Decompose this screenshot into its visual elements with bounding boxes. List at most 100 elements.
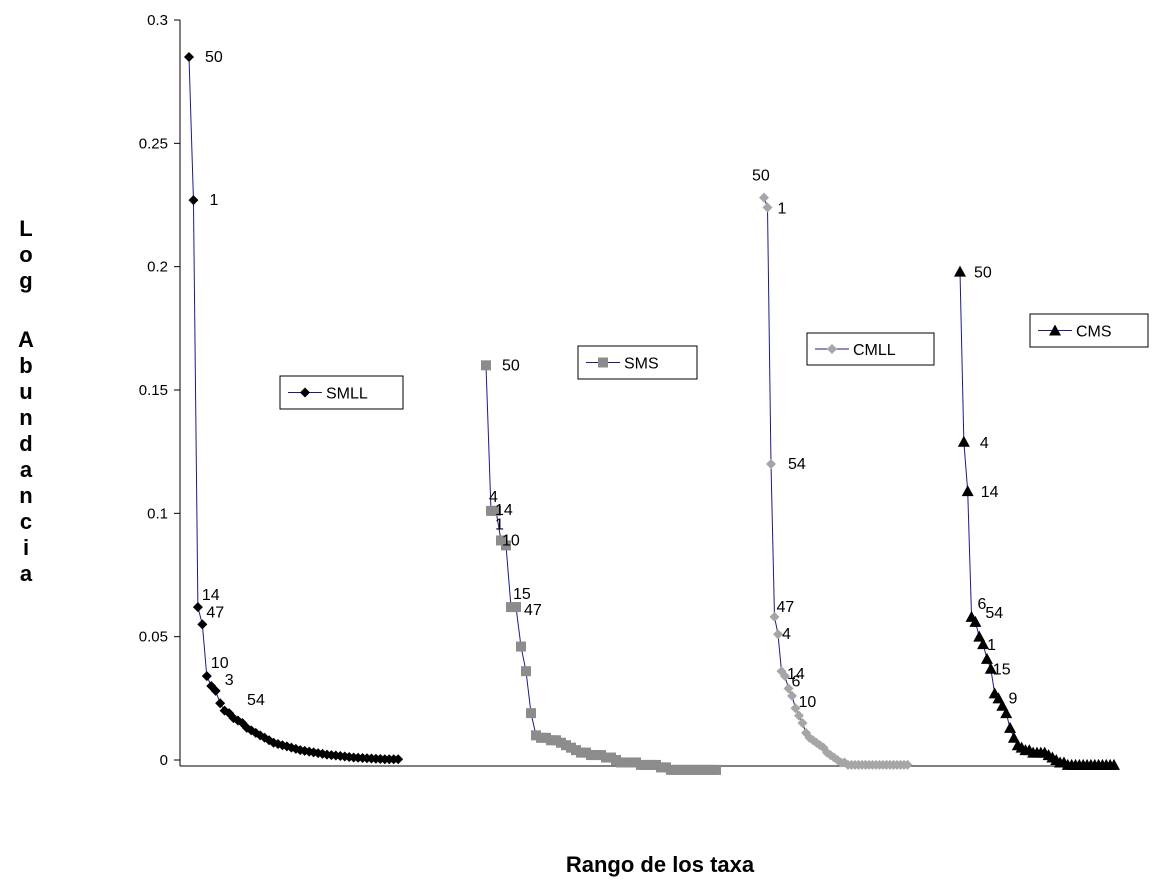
data-point [526,708,536,719]
point-label: 6 [978,596,987,613]
y-axis-title-letter: b [19,353,32,378]
legend-label: SMS [624,356,659,373]
data-point [769,611,780,622]
data-point [766,459,776,469]
point-label: 6 [792,673,801,690]
legend-label: CMS [1076,324,1112,341]
point-label: 14 [787,666,805,683]
legend-cmll: CMLL [806,332,935,366]
point-label: 47 [777,599,795,616]
data-point [516,641,526,652]
point-label: 10 [211,655,229,672]
point-label: 50 [752,168,770,185]
data-point [797,718,808,728]
data-point [188,195,199,206]
y-tick-label: 0.05 [139,629,168,646]
data-point [210,685,221,696]
data-point [1108,758,1120,770]
y-axis-title-letter: u [19,379,32,404]
point-label: 47 [524,602,542,619]
y-axis-title-letter: n [19,405,32,430]
point-label: 50 [502,357,520,374]
y-axis-title-letter: i [23,535,29,560]
series-line [485,365,716,771]
data-point [215,698,226,709]
legend-marker [300,387,310,398]
point-label: 4 [489,489,498,506]
data-point [783,683,794,694]
data-point [787,690,797,701]
point-label: 4 [980,435,989,452]
x-axis-title: Rango de los taxa [566,852,755,877]
legend-smll: SMLL [279,375,404,410]
point-label: 54 [247,692,265,709]
data-point [759,192,769,203]
legend-layer: SMLL SMS CMLL CMS [279,313,1149,410]
data-point [481,360,491,371]
data-point [961,485,974,497]
point-label: 1 [495,516,504,533]
legend-sms: SMS [577,345,698,380]
y-axis-title-letter: d [19,431,32,456]
y-tick-label: 0.25 [139,135,168,152]
y-axis-title-letter: A [18,327,34,352]
point-label: 14 [495,502,513,519]
point-label: 54 [985,605,1003,622]
y-tick-label: 0 [160,752,168,769]
series-cms: 50 4 14 654 1 15 9 [954,265,1120,770]
y-axis-title-letter: g [19,268,32,293]
point-label: 54 [788,456,806,473]
series-cmll: 50 1 54 47 4 146 10 [752,168,913,770]
data-point [773,629,783,640]
data-point [511,602,521,613]
data-point [197,619,208,630]
legend-cms: CMS [1029,313,1149,348]
data-point [992,692,1005,704]
point-label: 47 [206,604,224,621]
legend-marker [1049,324,1061,336]
legend-label: SMLL [326,386,368,403]
point-label: 15 [513,586,531,603]
y-axis-title-letter: o [19,242,32,267]
data-point [902,759,913,770]
point-label: 10 [799,694,817,711]
point-label: 1 [987,637,996,654]
series-layer: 5011447103545041411015475015447414610504… [184,49,1120,775]
legend-marker [827,344,837,354]
data-point [957,435,970,447]
point-label: 9 [1009,690,1018,707]
data-point [491,505,501,516]
data-point [980,652,993,664]
y-tick-label: 0.3 [147,12,168,29]
data-point [393,754,404,765]
point-label: 10 [502,532,520,549]
point-label: 15 [993,662,1011,679]
data-point [1004,721,1017,733]
point-label: 1 [209,192,218,209]
data-point [711,764,721,775]
data-point [954,265,966,277]
data-point [184,52,194,62]
legend-label: CMLL [853,342,896,359]
y-tick-label: 0.2 [147,259,168,276]
point-label: 1 [778,200,787,217]
data-point [192,602,203,613]
point-label: 50 [205,49,223,66]
data-point [521,666,531,677]
legend-marker [598,357,608,368]
data-point [762,202,773,213]
point-label: 3 [225,672,234,689]
y-axis-title-letter: n [19,483,32,508]
y-tick-label: 0.1 [147,505,168,522]
data-point [1007,731,1020,743]
data-point [501,540,511,551]
y-axis: 0 0.05 0.1 0.15 0.2 0.25 0.3 [139,12,1115,769]
y-axis-title-letter: a [20,457,33,482]
data-point [1000,707,1013,719]
point-label: 50 [974,265,992,282]
point-label: 14 [981,484,999,501]
